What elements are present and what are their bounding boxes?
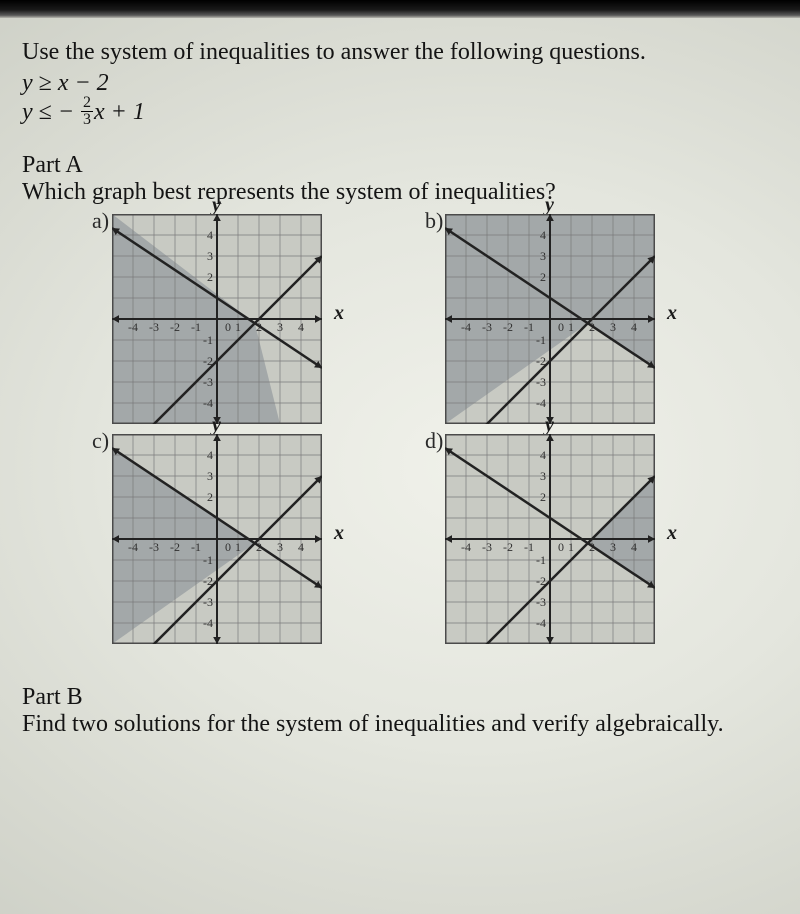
svg-text:3: 3: [277, 540, 283, 554]
prompt-text: Use the system of inequalities to answer…: [22, 36, 778, 68]
svg-text:-4: -4: [128, 320, 138, 334]
svg-text:2: 2: [540, 270, 546, 284]
option-a-label: a): [92, 208, 109, 234]
svg-text:0: 0: [225, 320, 231, 334]
option-b-label: b): [425, 208, 443, 234]
option-a-cell[interactable]: a) y x -4-3-2-11234-4-3-2-12340: [112, 214, 405, 424]
svg-text:3: 3: [277, 320, 283, 334]
svg-text:-1: -1: [524, 320, 534, 334]
svg-text:-2: -2: [170, 540, 180, 554]
svg-text:-3: -3: [536, 595, 546, 609]
svg-text:-4: -4: [203, 616, 213, 630]
x-axis-label-b: x: [667, 302, 677, 325]
x-axis-label-a: x: [334, 302, 344, 325]
x-axis-label-c: x: [334, 522, 344, 545]
graph-d: -4-3-2-11234-4-3-2-12340: [445, 434, 655, 644]
svg-text:3: 3: [610, 540, 616, 554]
svg-text:2: 2: [207, 490, 213, 504]
svg-text:-3: -3: [149, 320, 159, 334]
svg-text:3: 3: [207, 249, 213, 263]
svg-text:4: 4: [298, 540, 304, 554]
ineq2-op: ≤: [33, 99, 58, 125]
svg-text:2: 2: [207, 270, 213, 284]
part-a-label: Part A: [22, 152, 778, 179]
svg-text:-2: -2: [503, 540, 513, 554]
option-c-cell[interactable]: c) y x -4-3-2-11234-4-3-2-12340: [112, 434, 405, 644]
svg-text:-3: -3: [203, 595, 213, 609]
svg-text:-4: -4: [203, 396, 213, 410]
svg-text:-1: -1: [203, 333, 213, 347]
svg-text:-3: -3: [149, 540, 159, 554]
svg-text:-1: -1: [203, 553, 213, 567]
inequality-1: y ≥ x − 2: [22, 70, 778, 97]
ineq1-op: ≥: [33, 70, 58, 96]
svg-text:-1: -1: [536, 333, 546, 347]
graph-a: -4-3-2-11234-4-3-2-12340: [112, 214, 322, 424]
graph-options-grid: a) y x -4-3-2-11234-4-3-2-12340 b) y x -…: [22, 214, 778, 644]
svg-text:3: 3: [540, 249, 546, 263]
svg-text:4: 4: [207, 448, 213, 462]
svg-text:2: 2: [540, 490, 546, 504]
option-b-cell[interactable]: b) y x -4-3-2-11234-4-3-2-12340: [445, 214, 738, 424]
svg-text:-4: -4: [461, 540, 471, 554]
svg-text:-2: -2: [170, 320, 180, 334]
svg-text:3: 3: [540, 469, 546, 483]
ineq1-rhs: x − 2: [58, 70, 109, 96]
option-d-cell[interactable]: d) y x -4-3-2-11234-4-3-2-12340: [445, 434, 738, 644]
graph-b: -4-3-2-11234-4-3-2-12340: [445, 214, 655, 424]
svg-text:3: 3: [207, 469, 213, 483]
ineq2-lhs: y: [22, 99, 33, 125]
inequality-2: y ≤ − 23x + 1: [22, 97, 778, 130]
svg-text:-4: -4: [536, 396, 546, 410]
part-a-question: Which graph best represents the system o…: [22, 179, 778, 206]
svg-text:-4: -4: [536, 616, 546, 630]
part-b-label: Part B: [22, 684, 778, 711]
svg-text:4: 4: [540, 228, 546, 242]
svg-text:-3: -3: [482, 540, 492, 554]
part-b-block: Part B Find two solutions for the system…: [22, 684, 778, 738]
fraction-two-thirds: 23: [81, 95, 93, 128]
svg-text:0: 0: [225, 540, 231, 554]
svg-text:4: 4: [631, 320, 637, 334]
svg-text:0: 0: [558, 540, 564, 554]
svg-text:1: 1: [568, 540, 574, 554]
x-axis-label-d: x: [667, 522, 677, 545]
svg-text:-3: -3: [536, 375, 546, 389]
svg-text:1: 1: [235, 540, 241, 554]
option-c-label: c): [92, 428, 109, 454]
ineq2-tail: x + 1: [94, 99, 145, 125]
part-b-question: Find two solutions for the system of ine…: [22, 711, 778, 738]
svg-text:3: 3: [610, 320, 616, 334]
ineq2-minus: −: [58, 99, 80, 125]
svg-text:1: 1: [235, 320, 241, 334]
svg-text:-2: -2: [503, 320, 513, 334]
svg-text:-3: -3: [203, 375, 213, 389]
svg-text:-1: -1: [191, 320, 201, 334]
svg-text:-4: -4: [128, 540, 138, 554]
svg-text:4: 4: [631, 540, 637, 554]
svg-text:4: 4: [298, 320, 304, 334]
svg-text:-1: -1: [524, 540, 534, 554]
svg-text:-1: -1: [191, 540, 201, 554]
ineq1-lhs: y: [22, 70, 33, 96]
svg-text:-3: -3: [482, 320, 492, 334]
worksheet-page: Use the system of inequalities to answer…: [0, 18, 800, 914]
graph-c: -4-3-2-11234-4-3-2-12340: [112, 434, 322, 644]
photo-top-edge: [0, 0, 800, 18]
svg-text:1: 1: [568, 320, 574, 334]
fraction-den: 3: [81, 112, 93, 128]
fraction-num: 2: [81, 95, 93, 112]
svg-text:4: 4: [207, 228, 213, 242]
svg-text:4: 4: [540, 448, 546, 462]
option-d-label: d): [425, 428, 443, 454]
svg-text:-1: -1: [536, 553, 546, 567]
svg-text:0: 0: [558, 320, 564, 334]
svg-text:-4: -4: [461, 320, 471, 334]
